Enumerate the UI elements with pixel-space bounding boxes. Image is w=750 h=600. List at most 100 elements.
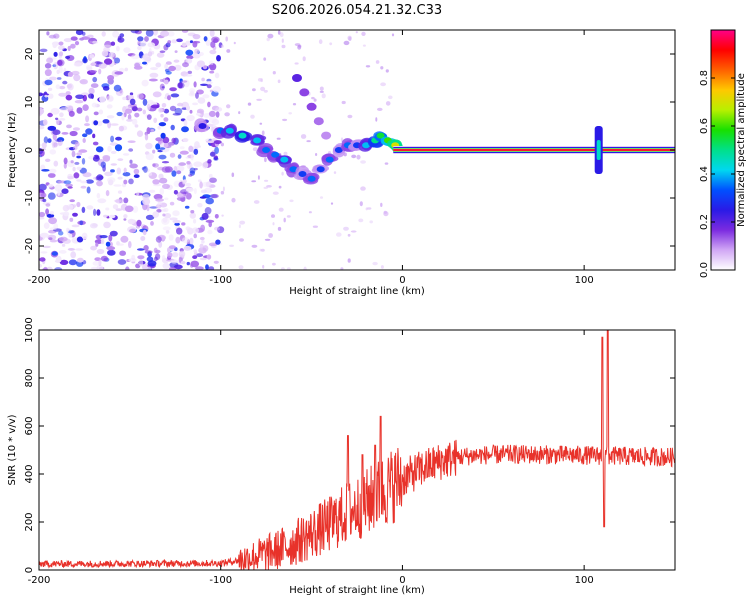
sparse-speck — [257, 175, 260, 180]
noise-speck — [123, 218, 127, 221]
noise-speck — [164, 63, 169, 70]
noise-speck — [61, 132, 69, 135]
noise-speck — [48, 217, 57, 225]
noise-speck — [141, 79, 149, 87]
noise-speck — [42, 198, 47, 203]
noise-speck — [136, 191, 140, 196]
branch-blob — [299, 88, 310, 97]
noise-speck — [68, 248, 75, 251]
noise-speck — [188, 145, 194, 152]
x-tick-label: 0 — [399, 575, 405, 586]
noise-speck — [81, 158, 86, 165]
noise-speck — [152, 91, 162, 98]
noise-speck — [161, 103, 167, 108]
sparse-speck — [264, 238, 271, 241]
noise-speck — [79, 79, 88, 85]
noise-speck — [100, 238, 105, 245]
sparse-speck — [264, 157, 267, 163]
noise-speck — [61, 188, 69, 194]
noise-speck — [43, 136, 49, 144]
snr-xlabel: Height of straight line (km) — [289, 585, 425, 596]
sparse-speck — [380, 265, 384, 269]
noise-speck — [153, 117, 158, 124]
y-tick-label: 800 — [24, 368, 35, 387]
sparse-speck — [311, 96, 315, 100]
noise-speck — [65, 55, 71, 60]
noise-speck — [211, 193, 219, 199]
noise-speck — [193, 188, 197, 195]
noise-speck — [201, 212, 209, 220]
noise-speck — [40, 232, 49, 238]
noise-speck — [146, 114, 152, 120]
sparse-speck — [358, 218, 364, 223]
noise-speck — [96, 120, 103, 127]
colorbar-tick-label: 0.4 — [699, 166, 710, 182]
sparse-speck — [369, 220, 374, 224]
noise-speck — [183, 245, 192, 251]
noise-speck — [76, 155, 82, 159]
noise-speck — [55, 117, 59, 121]
colorbar-tick-label: 0.8 — [699, 70, 710, 86]
noise-speck — [81, 232, 88, 240]
noise-speck — [213, 140, 222, 145]
noise-speck — [190, 210, 195, 214]
noise-speck — [169, 201, 175, 206]
noise-speck — [118, 125, 124, 132]
x-tick-label: -100 — [209, 275, 232, 286]
noise-speck — [141, 54, 150, 62]
noise-speck — [100, 161, 107, 168]
sparse-speck — [294, 62, 299, 65]
noise-speck — [155, 204, 162, 209]
x-tick-label: 100 — [575, 275, 594, 286]
sparse-speck — [260, 248, 265, 252]
noise-speck — [39, 211, 46, 218]
noise-speck — [209, 49, 217, 55]
noise-speck — [110, 169, 115, 173]
noise-speck — [153, 193, 163, 200]
noise-speck — [158, 147, 166, 150]
noise-speck — [209, 70, 215, 74]
noise-speck — [186, 192, 192, 200]
noise-speck — [39, 257, 46, 262]
sparse-speck — [318, 39, 323, 45]
noise-speck — [102, 86, 110, 91]
noise-speck — [59, 112, 64, 118]
sparse-speck — [233, 41, 236, 45]
noise-speck — [74, 41, 80, 46]
sparse-speck — [261, 130, 265, 136]
noise-speck — [142, 197, 151, 206]
noise-speck — [144, 250, 153, 254]
x-tick-label: 0 — [399, 275, 405, 286]
noise-speck — [167, 95, 171, 101]
noise-speck — [132, 205, 139, 213]
noise-speck — [158, 173, 164, 180]
noise-speck — [45, 158, 51, 162]
noise-speck — [195, 92, 199, 99]
noise-speck — [200, 224, 206, 232]
noise-speck — [58, 236, 68, 242]
noise-speck — [54, 267, 63, 270]
noise-speck — [39, 216, 45, 220]
x-tick-label: -200 — [28, 275, 51, 286]
track-blob — [271, 151, 280, 158]
noise-speck — [76, 201, 81, 208]
noise-speck — [205, 81, 213, 85]
sparse-speck — [277, 226, 282, 231]
sparse-speck — [308, 211, 312, 214]
noise-speck — [131, 254, 136, 261]
sparse-speck — [268, 233, 273, 238]
noise-speck — [103, 221, 111, 229]
sparse-speck — [372, 261, 378, 266]
sparse-speck — [319, 86, 324, 92]
noise-speck — [113, 84, 122, 92]
noise-speck — [82, 172, 92, 178]
noise-speck — [197, 145, 202, 148]
noise-speck — [215, 107, 223, 112]
noise-speck — [205, 197, 214, 205]
noise-speck — [49, 210, 54, 215]
snr-ylabel: SNR (10 * v/v) — [7, 414, 18, 485]
noise-speck — [53, 142, 58, 148]
noise-speck — [181, 237, 190, 244]
sparse-speck — [283, 217, 286, 223]
noise-speck — [44, 63, 52, 69]
